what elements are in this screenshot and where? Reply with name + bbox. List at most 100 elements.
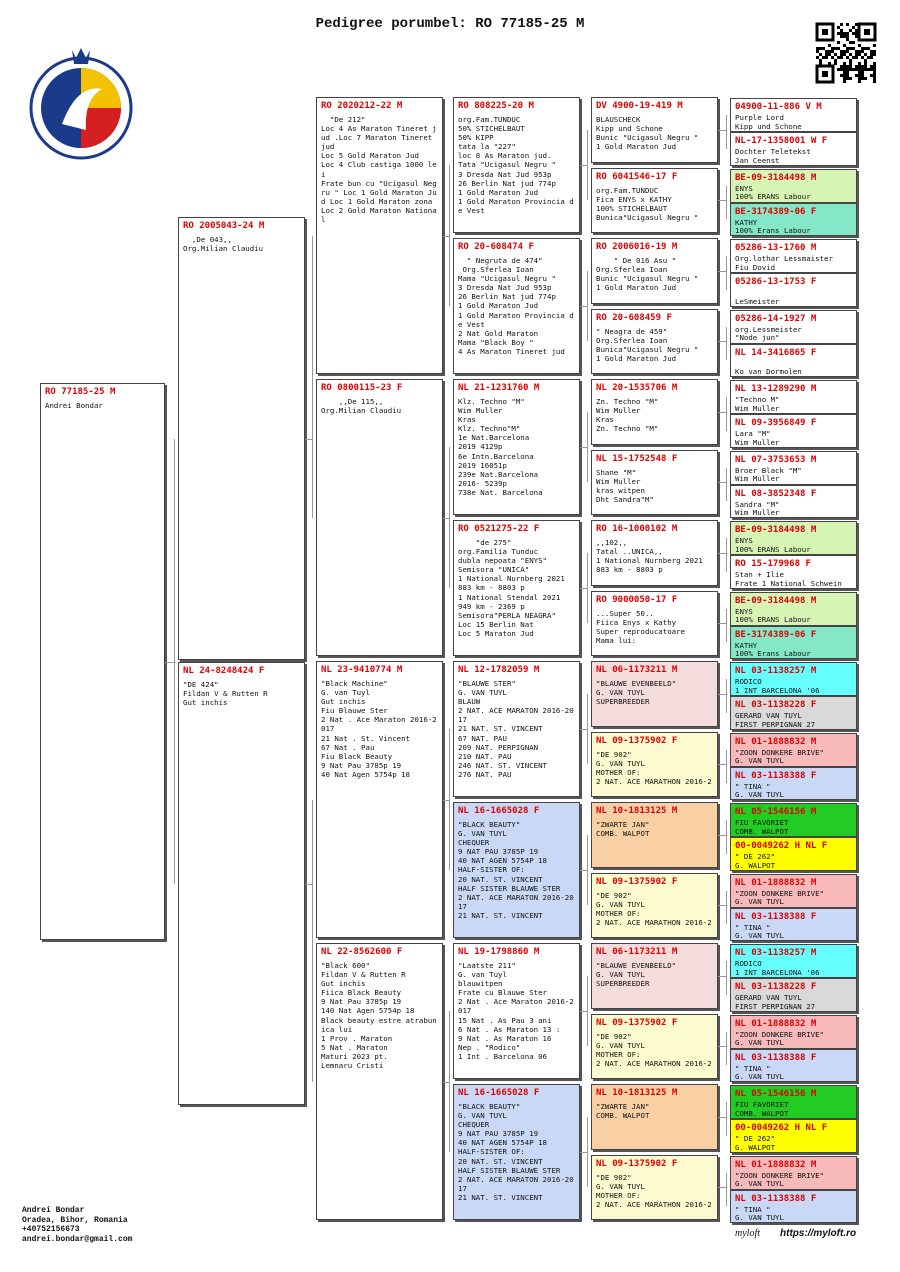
pigeon-notes: " DE 262" G. WALPOT bbox=[735, 1134, 776, 1152]
connector bbox=[726, 397, 727, 431]
ring-number: NL 01-1888832 M bbox=[735, 1018, 817, 1029]
pigeon-card: 05286-13-1760 M Org.lothar Lessmaister Fi… bbox=[730, 239, 857, 274]
ring-number: NL 20-1535706 M bbox=[596, 383, 678, 393]
connector bbox=[580, 1011, 587, 1012]
connector bbox=[587, 129, 588, 201]
ring-number: RO 15-179968 F bbox=[735, 559, 811, 570]
connector bbox=[305, 883, 312, 885]
pigeon-card: NL 16-1665028 F "BLACK BEAUTY" G. VAN TUY… bbox=[453, 802, 580, 938]
connector bbox=[726, 1172, 727, 1207]
connector bbox=[580, 447, 587, 448]
pigeon-notes: "ZOON DONKERE BRIVE" G. VAN TUYL bbox=[735, 747, 824, 766]
pigeon-notes: ...Super 50.. Fiica Enys x Kathy Super r… bbox=[596, 608, 685, 645]
ring-number: BE-09-3184498 M bbox=[735, 525, 817, 535]
breeder-info: Andrei Bondar Oradea, Bihor, Romania +4075… bbox=[22, 1206, 132, 1244]
pigeon-notes: "ZOON DONKERE BRIVE" G. VAN TUYL bbox=[735, 1029, 824, 1048]
connector bbox=[580, 588, 587, 589]
ring-number: NL 08-3852348 F bbox=[735, 488, 817, 499]
pigeon-notes: GERARD VAN TUYL FIRST PERPIGNAN 27 bbox=[735, 711, 816, 729]
pigeon-card: NL 03-1138388 F " TINA " G. VAN TUYL bbox=[730, 1189, 857, 1223]
pigeon-notes: ENYS 100% ERANS Labour bbox=[735, 536, 811, 554]
ring-number: DV 4900-19-419 M bbox=[596, 101, 683, 111]
ring-number: NL 22-8562600 F bbox=[321, 947, 403, 957]
pigeon-card: NL 01-1888832 M "ZOON DONKERE BRIVE" G. V… bbox=[730, 732, 857, 767]
pigeon-notes: Stan + Ilie Frate 1 National Schwein bbox=[735, 570, 842, 588]
pigeon-notes: "ZWARTE JAN" COMB. WALPOT bbox=[596, 1102, 650, 1121]
pigeon-card: NL 03-1138388 F " TINA " G. VAN TUYL bbox=[730, 1048, 857, 1082]
ring-number: RO 77185-25 M bbox=[45, 387, 116, 397]
ring-number: NL 23-9410774 M bbox=[321, 665, 403, 675]
breeder-line: +40752156673 bbox=[22, 1225, 80, 1234]
pigeon-notes: "DE 902" G. VAN TUYL MOTHER OF: 2 NAT. A… bbox=[596, 749, 712, 786]
ring-number: NL 01-1888832 M bbox=[735, 877, 817, 888]
pigeon-card: NL 09-1375902 F "DE 902" G. VAN TUYL MOTH… bbox=[591, 1154, 718, 1220]
connector bbox=[587, 975, 588, 1047]
ring-number: NL 03-1138228 F bbox=[735, 700, 817, 711]
pigeon-notes: ENYS 100% ERANS Labour bbox=[735, 183, 811, 202]
page-title: Pedigree porumbel: RO 77185-25 M bbox=[315, 16, 585, 32]
ring-number: RO 2006016-19 M bbox=[596, 242, 678, 252]
ring-number: NL 24-8248424 F bbox=[183, 666, 265, 676]
connector bbox=[305, 438, 312, 440]
connector bbox=[312, 235, 313, 518]
connector bbox=[718, 341, 726, 343]
connector bbox=[718, 1187, 726, 1189]
pigeon-notes: "ZWARTE JAN" COMB. WALPOT bbox=[596, 820, 650, 839]
connector bbox=[718, 411, 726, 413]
pigeon-card: NL 01-1888832 M "ZOON DONKERE BRIVE" G. V… bbox=[730, 1014, 857, 1049]
connector bbox=[587, 693, 588, 765]
ring-number: NL 21-1231760 M bbox=[458, 383, 540, 393]
connector bbox=[726, 679, 727, 713]
pigeon-notes: Lara "M" Wim Muller bbox=[735, 429, 780, 447]
pigeon-notes: "DE 902" G. VAN TUYL MOTHER OF: 2 NAT. A… bbox=[596, 890, 712, 927]
connector bbox=[165, 661, 174, 663]
pigeon-card: RO 20-608474 F " Negruta de 474" Org.Sfe… bbox=[453, 238, 580, 374]
connector bbox=[718, 975, 726, 977]
pigeon-notes: "DE 902" G. VAN TUYL MOTHER OF: 2 NAT. A… bbox=[596, 1172, 712, 1209]
pigeon-card: NL 03-1138228 F GERARD VAN TUYL FIRST PER… bbox=[730, 696, 857, 730]
pigeon-card: BE-09-3184498 M ENYS 100% ERANS Labour bbox=[730, 168, 857, 203]
pigeon-notes: RODICO 1 INT BARCELONA '06 bbox=[735, 959, 820, 977]
pigeon-notes: Sandra "M" Wim Muller bbox=[735, 499, 780, 518]
connector bbox=[312, 799, 313, 1082]
ring-number: NL 09-3956849 F bbox=[735, 418, 817, 429]
ring-number: NL 01-1888832 M bbox=[735, 736, 817, 747]
pigeon-card: NL 03-1138388 F " TINA " G. VAN TUYL bbox=[730, 907, 857, 941]
ring-number: NL 03-1138388 F bbox=[735, 1193, 817, 1204]
pigeon-card: NL 09-1375902 F "DE 902" G. VAN TUYL MOTH… bbox=[591, 1013, 718, 1079]
connector bbox=[718, 1116, 726, 1118]
ring-number: NL 03-1138388 F bbox=[735, 1052, 817, 1063]
connector bbox=[726, 1031, 727, 1066]
connector bbox=[587, 1116, 588, 1188]
ring-number: NL 01-1888832 M bbox=[735, 1159, 817, 1170]
connector bbox=[726, 890, 727, 925]
connector bbox=[174, 438, 175, 884]
pigeon-notes: "ZOON DONKERE BRIVE" G. VAN TUYL bbox=[735, 888, 824, 907]
pigeon-notes: Andrei Bondar bbox=[45, 401, 103, 410]
pigeon-card: NL 21-1231760 M Klz. Techno "M" Wim Mulle… bbox=[453, 379, 580, 515]
connector bbox=[726, 256, 727, 290]
pigeon-card: 05286-13-1753 F LeSmeister bbox=[730, 273, 857, 307]
pigeon-card: 00-0049262 H NL F " DE 262" G. WALPOT bbox=[730, 837, 857, 871]
ring-number: RO 6041546-17 F bbox=[596, 171, 678, 182]
pigeon-card: NL 06-1173211 M "BLAUWE EVENBEELD" G. VAN… bbox=[591, 943, 718, 1009]
pigeon-notes: Zn. Techno "M" Wim Muller Kras Zn. Techn… bbox=[596, 397, 659, 434]
connector bbox=[449, 729, 450, 870]
pigeon-card: RO 2006016-19 M " De 016 Asu " Org.Sferl… bbox=[591, 238, 718, 304]
pigeon-card: BE-3174389-06 F KATHY 100% Erans Labour bbox=[730, 625, 857, 659]
pigeon-notes: Klz. Techno "M" Wim Muller Kras Klz. Tec… bbox=[458, 397, 543, 497]
breeder-line: Oradea, Bihor, Romania bbox=[22, 1215, 128, 1225]
ring-number: NL 12-1782059 M bbox=[458, 665, 540, 675]
ring-number: RO 0521275-22 F bbox=[458, 524, 540, 534]
ring-number: RO 9000050-17 F bbox=[596, 594, 678, 605]
pigeon-card: RO 9000050-17 F ...Super 50.. Fiica Enys … bbox=[591, 590, 718, 656]
pigeon-card: NL 10-1813125 M "ZWARTE JAN" COMB. WALPOT bbox=[591, 802, 718, 868]
connector bbox=[449, 447, 450, 588]
ring-number: NL 16-1665028 F bbox=[458, 1088, 540, 1098]
connector bbox=[449, 165, 450, 306]
connector bbox=[718, 552, 726, 554]
connector bbox=[718, 200, 726, 202]
connector bbox=[718, 623, 726, 625]
ring-number: BE-09-3184498 M bbox=[735, 172, 817, 183]
ring-number: NL 09-1375902 F bbox=[596, 1017, 678, 1028]
